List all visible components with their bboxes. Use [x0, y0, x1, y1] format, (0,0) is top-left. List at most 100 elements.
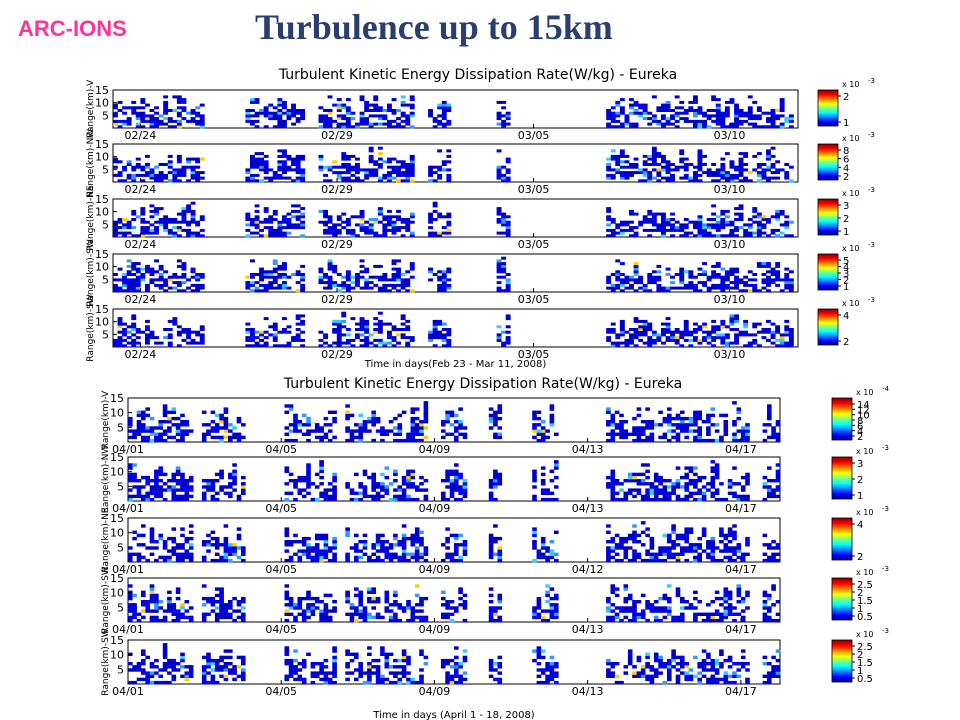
heat-cell	[614, 615, 620, 620]
heat-cell	[122, 333, 127, 337]
heat-cell	[314, 606, 320, 610]
heat-cell	[554, 460, 559, 464]
heat-cell	[319, 460, 324, 464]
heat-cell	[350, 231, 356, 235]
heat-cell	[649, 603, 655, 607]
heat-cell	[441, 289, 447, 293]
heat-cell	[661, 215, 666, 219]
heat-cell	[263, 283, 269, 287]
heat-cell	[701, 491, 707, 495]
heat-cell	[162, 618, 168, 623]
heat-cell	[706, 223, 712, 227]
heat-cell	[175, 543, 181, 547]
heat-cell	[345, 410, 350, 414]
heat-cell	[122, 283, 127, 287]
heat-cell	[697, 223, 703, 227]
heat-cell	[136, 420, 142, 424]
heat-cell	[354, 423, 359, 427]
x-tick-label: 04/17	[725, 563, 757, 576]
heat-cell	[784, 283, 790, 287]
heat-cell	[688, 220, 694, 224]
heat-cell	[752, 209, 758, 213]
heat-cell	[268, 286, 274, 290]
heat-cell	[141, 416, 146, 421]
heat-cell	[761, 264, 767, 268]
heat-cell	[154, 479, 159, 483]
heat-cell	[710, 485, 716, 489]
heat-cell	[163, 173, 169, 177]
heat-cell	[145, 264, 150, 268]
heat-cell	[190, 212, 196, 216]
heat-cell	[606, 176, 612, 180]
heat-cell	[117, 336, 123, 340]
heat-cell	[679, 273, 685, 276]
heat-cell	[756, 262, 762, 266]
heat-cell	[496, 207, 502, 211]
heat-cell	[545, 593, 550, 598]
heat-cell	[665, 168, 671, 172]
heat-cell	[679, 228, 685, 232]
heat-cell	[432, 234, 438, 238]
heat-cell	[410, 438, 416, 443]
heat-cell	[295, 209, 301, 213]
heat-cell	[373, 317, 379, 321]
heat-cell	[371, 546, 376, 550]
heat-cell	[724, 109, 730, 112]
heat-cell	[665, 328, 671, 331]
heat-cell	[665, 171, 671, 175]
heat-cell	[697, 234, 703, 238]
heat-cell	[345, 223, 351, 227]
heat-cell	[323, 117, 328, 121]
heat-cell	[675, 587, 681, 591]
heat-cell	[268, 168, 274, 172]
heat-cell	[661, 322, 666, 326]
heat-cell	[286, 330, 292, 334]
heat-cell	[747, 117, 753, 121]
heat-cell	[384, 606, 390, 610]
heat-cell	[632, 618, 637, 623]
heat-cell	[162, 615, 168, 620]
heat-cell	[375, 533, 381, 538]
heat-cell	[175, 423, 181, 427]
heat-cell	[729, 228, 735, 232]
heat-cell	[375, 600, 381, 604]
heat-cell	[711, 223, 717, 227]
heat-cell	[332, 322, 338, 326]
heat-cell	[206, 432, 211, 436]
heat-cell	[190, 171, 196, 175]
heat-cell	[788, 289, 794, 293]
heat-cell	[619, 149, 625, 153]
heat-cell	[671, 615, 676, 620]
heat-cell	[723, 536, 729, 541]
heat-cell	[606, 615, 611, 620]
heat-cell	[779, 114, 785, 118]
heat-cell	[223, 423, 229, 427]
heat-cell	[332, 497, 337, 502]
heat-cell	[771, 479, 776, 483]
heat-cell	[277, 234, 283, 238]
heat-cell	[715, 179, 721, 183]
heat-cell	[149, 618, 155, 623]
heat-cell	[710, 423, 716, 427]
x-tick-label: 03/10	[714, 183, 746, 196]
heat-cell	[135, 163, 141, 166]
heat-cell	[293, 618, 298, 623]
heat-cell	[245, 179, 251, 183]
heat-cell	[633, 125, 639, 129]
heat-cell	[642, 283, 648, 287]
heat-cell	[367, 494, 372, 499]
heat-cell	[409, 267, 415, 271]
heat-cell	[649, 488, 655, 492]
heat-cell	[761, 273, 767, 276]
heat-cell	[336, 325, 342, 329]
heat-cell	[632, 606, 637, 610]
heat-cell	[661, 154, 666, 158]
heat-cell	[501, 256, 507, 260]
heat-cell	[642, 325, 648, 329]
heat-cell	[232, 426, 237, 430]
heat-cell	[720, 157, 726, 161]
heat-cell	[396, 165, 401, 169]
heat-cell	[684, 423, 689, 427]
heat-cell	[359, 286, 365, 290]
heat-cell	[714, 475, 720, 480]
